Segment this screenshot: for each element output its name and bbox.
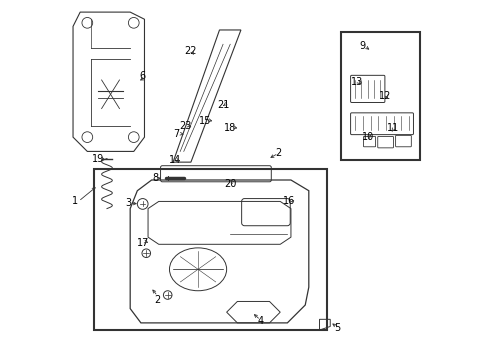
Text: 3: 3 bbox=[125, 198, 131, 208]
Text: 14: 14 bbox=[168, 156, 181, 165]
Text: 10: 10 bbox=[361, 132, 373, 142]
Text: 20: 20 bbox=[224, 179, 236, 189]
Text: 19: 19 bbox=[92, 154, 104, 163]
Text: 9: 9 bbox=[359, 41, 365, 51]
Text: 23: 23 bbox=[179, 121, 191, 131]
Text: 2: 2 bbox=[154, 295, 160, 305]
Text: 7: 7 bbox=[173, 129, 180, 139]
Text: 4: 4 bbox=[257, 316, 263, 326]
Text: 2: 2 bbox=[275, 148, 281, 158]
Text: 1: 1 bbox=[72, 197, 78, 206]
Text: 21: 21 bbox=[217, 100, 229, 110]
Text: 13: 13 bbox=[350, 77, 363, 87]
Text: 22: 22 bbox=[184, 46, 197, 57]
Text: 18: 18 bbox=[224, 123, 236, 133]
Text: 11: 11 bbox=[386, 123, 398, 133]
Text: 6: 6 bbox=[140, 71, 145, 81]
Text: 15: 15 bbox=[199, 116, 211, 126]
Text: 5: 5 bbox=[334, 323, 340, 333]
Text: 16: 16 bbox=[283, 197, 295, 206]
Text: 12: 12 bbox=[379, 91, 391, 101]
Text: 17: 17 bbox=[136, 238, 148, 248]
Text: 8: 8 bbox=[152, 173, 158, 183]
